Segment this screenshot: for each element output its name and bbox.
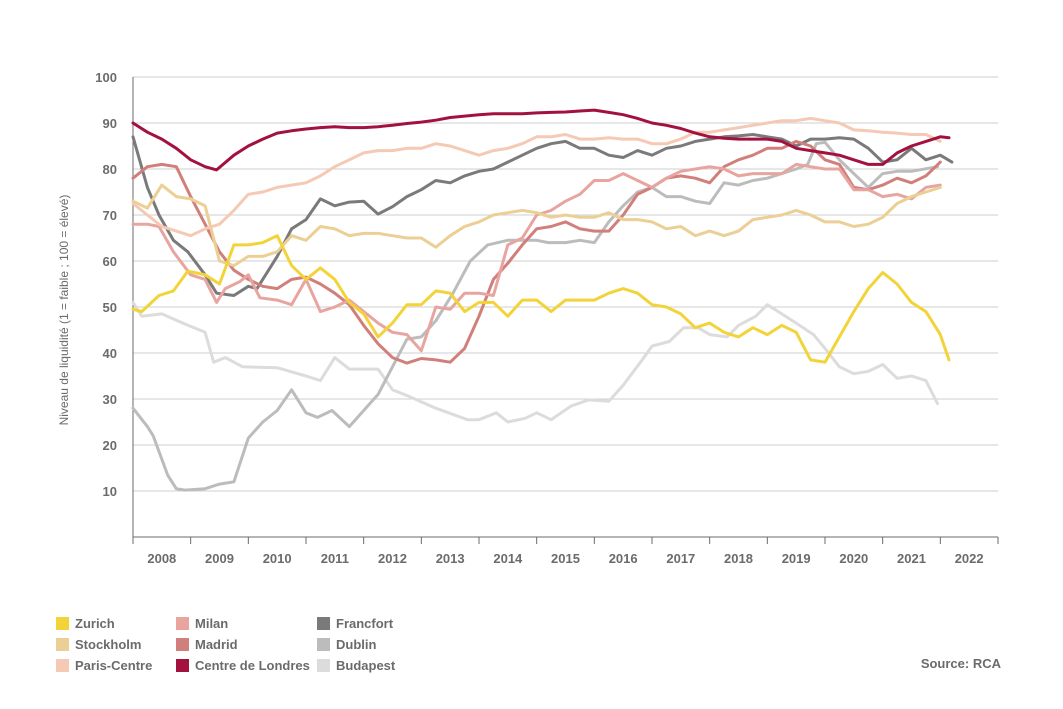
x-tick-label: 2010 — [263, 551, 292, 566]
x-tick-label: 2018 — [724, 551, 753, 566]
x-tick-label: 2009 — [205, 551, 234, 566]
y-tick-label: 50 — [103, 300, 117, 315]
x-tick-label: 2015 — [551, 551, 580, 566]
legend-label: Budapest — [336, 657, 396, 673]
series-line-madrid — [131, 139, 942, 365]
series-line-zurich — [131, 234, 951, 364]
gridlines — [133, 76, 998, 492]
x-tick-label: 2016 — [609, 551, 638, 566]
axes — [132, 77, 999, 544]
legend-swatch — [176, 616, 189, 630]
legend-swatch — [176, 637, 189, 651]
legend-item-stockholm: Stockholm — [56, 635, 141, 653]
legend-swatch — [56, 658, 69, 672]
series-line-francfort — [131, 133, 954, 297]
x-tick-label: 2008 — [147, 551, 176, 566]
x-tick-label: 2019 — [782, 551, 811, 566]
y-tick-label: 100 — [95, 70, 117, 85]
legend-label: Milan — [195, 615, 229, 631]
legend-label: Stockholm — [75, 636, 142, 652]
legend-swatch — [56, 616, 69, 630]
legend: Zurich Stockholm Paris-Centre Milan Madr… — [56, 614, 436, 678]
y-tick-label: 30 — [103, 392, 117, 407]
source-note: Source: RCA — [920, 656, 1001, 671]
x-tick-label: 2011 — [321, 551, 349, 566]
series-line-paris-centre — [131, 116, 942, 238]
x-tick-labels: 2008 2009 2010 2011 2012 2013 2014 2015 2016 2017… — [147, 551, 983, 566]
y-tick-label: 80 — [103, 162, 117, 177]
x-tick-label: 2012 — [378, 551, 407, 566]
series-line-budapest — [131, 300, 939, 424]
legend-swatch — [317, 637, 330, 651]
legend-item-madrid: Madrid — [176, 635, 238, 653]
legend-item-zurich: Zurich — [56, 614, 115, 632]
legend-swatch — [317, 616, 330, 630]
x-tick-label: 2014 — [493, 551, 523, 566]
legend-label: Madrid — [195, 636, 238, 652]
legend-label: Paris-Centre — [75, 657, 153, 673]
x-tick-label: 2013 — [436, 551, 465, 566]
series-line-centre-de-londres — [131, 108, 951, 172]
y-tick-label: 40 — [103, 346, 117, 361]
legend-swatch — [56, 637, 69, 651]
legend-item-budapest: Budapest — [317, 656, 395, 674]
legend-item-paris-centre: Paris-Centre — [56, 656, 152, 674]
y-tick-label: 20 — [103, 438, 117, 453]
y-tick-label: 60 — [103, 254, 117, 269]
x-tick-label: 2021 — [897, 551, 926, 566]
legend-item-francfort: Francfort — [317, 614, 393, 632]
legend-label: Dublin — [336, 636, 377, 652]
series-lines — [131, 108, 954, 492]
y-tick-label: 90 — [103, 116, 117, 131]
legend-item-dublin: Dublin — [317, 635, 376, 653]
legend-label: Francfort — [336, 615, 394, 631]
y-tick-labels: 10 20 30 40 50 60 70 80 90 100 — [95, 70, 117, 499]
legend-item-milan: Milan — [176, 614, 228, 632]
legend-swatch — [317, 658, 330, 672]
x-tick-label: 2020 — [839, 551, 868, 566]
legend-swatch — [176, 658, 189, 672]
legend-item-centre-de-londres: Centre de Londres — [176, 656, 310, 674]
x-tick-label: 2017 — [666, 551, 695, 566]
series-line-milan — [131, 162, 942, 353]
x-tick-label: 2022 — [955, 551, 984, 566]
series-line-stockholm — [131, 183, 942, 268]
legend-label: Zurich — [75, 615, 115, 631]
y-tick-label: 70 — [103, 208, 117, 223]
legend-label: Centre de Londres — [195, 657, 310, 673]
y-tick-label: 10 — [103, 484, 117, 499]
y-axis-label: Niveau de liquidité (1 = faible ; 100 = … — [57, 195, 71, 426]
